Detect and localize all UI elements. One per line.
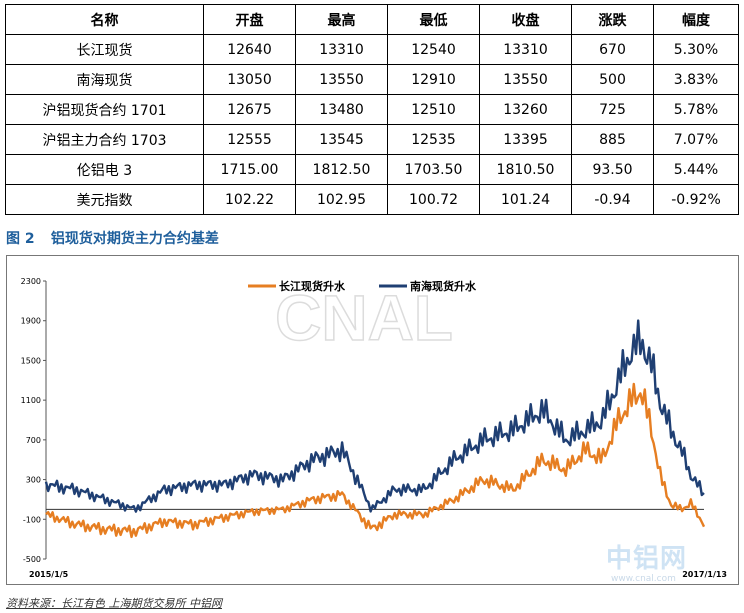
- table-cell: 102.22: [203, 184, 296, 215]
- table-cell: 1812.50: [295, 154, 388, 185]
- basis-line-chart: CNAL 2300 1900 1500 1100 700 300 -100 -500 2015/…: [21, 277, 727, 579]
- row-label: 沪铝主力合约 1703: [5, 124, 204, 155]
- table-cell: 13395: [479, 124, 572, 155]
- watermark-cn: 中铝网: [606, 544, 688, 574]
- table-row: 南海现货 13050 13550 12910 13550 500 3.83%: [5, 64, 739, 95]
- y-tick-label: -500: [23, 555, 41, 564]
- x-tick-label-start: 2015/1/5: [29, 570, 69, 579]
- table-cell: 3.83%: [653, 64, 739, 95]
- table-cell: 12910: [387, 64, 480, 95]
- table-cell: 12540: [387, 34, 480, 65]
- watermark-url: www.cnal.com: [611, 574, 676, 584]
- legend-label: 长江现货升水: [279, 279, 346, 293]
- table-cell: 101.24: [479, 184, 572, 215]
- header-close: 收盘: [479, 4, 572, 35]
- table-cell: 670: [571, 34, 654, 65]
- table-cell: 93.50: [571, 154, 654, 185]
- table-cell: 500: [571, 64, 654, 95]
- table-cell: 13260: [479, 94, 572, 125]
- chart-frame: [6, 255, 739, 585]
- table-cell: 7.07%: [653, 124, 739, 155]
- table-cell: -0.94: [571, 184, 654, 215]
- row-label: 伦铝电 3: [5, 154, 204, 185]
- y-tick-label: 1900: [21, 317, 41, 326]
- y-tick-label: -100: [23, 515, 41, 524]
- series-line-nanhai: [44, 319, 705, 513]
- source-note: 资料来源：长江有色 上海期货交易所 中铝网: [6, 597, 222, 610]
- table-cell: 12510: [387, 94, 480, 125]
- table-cell: 13310: [479, 34, 572, 65]
- y-tick-label: 2300: [21, 277, 41, 286]
- table-cell: 13480: [295, 94, 388, 125]
- row-label: 南海现货: [5, 64, 204, 95]
- legend-label: 南海现货升水: [410, 279, 477, 293]
- table-row: 美元指数 102.22 102.95 100.72 101.24 -0.94 -0.92%: [5, 184, 739, 215]
- header-pct: 幅度: [653, 4, 739, 35]
- table-cell: 12675: [203, 94, 296, 125]
- table-row: 伦铝电 3 1715.00 1812.50 1703.50 1810.50 93.50 5.…: [5, 154, 739, 185]
- table-cell: 1715.00: [203, 154, 296, 185]
- header-open: 开盘: [203, 4, 296, 35]
- header-low: 最低: [387, 4, 480, 35]
- table-cell: 885: [571, 124, 654, 155]
- table-cell: 102.95: [295, 184, 388, 215]
- table-cell: 13550: [295, 64, 388, 95]
- header-name: 名称: [5, 4, 204, 35]
- quotes-table: 名称 开盘 最高 最低 收盘 涨跌 幅度 长江现货 12640 13310 12540…: [5, 4, 739, 215]
- row-label: 长江现货: [5, 34, 204, 65]
- table-cell: 100.72: [387, 184, 480, 215]
- x-tick-label-end: 2017/1/13: [682, 570, 727, 579]
- series-line-changjiang: [45, 382, 706, 539]
- figure-title: 铝现货对期货主力合约基差: [50, 231, 219, 247]
- y-tick-label: 700: [26, 436, 41, 445]
- y-tick-label: 1500: [21, 356, 41, 365]
- y-tick-label: 1100: [21, 396, 41, 405]
- row-label: 沪铝现货合约 1701: [5, 94, 204, 125]
- table-cell: 12535: [387, 124, 480, 155]
- y-tick-label: 300: [26, 476, 41, 485]
- table-row: 沪铝现货合约 1701 12675 13480 12510 13260 725 5.78%: [5, 94, 739, 125]
- figure-caption: 图 2 铝现货对期货主力合约基差: [6, 228, 219, 248]
- table-cell: 12555: [203, 124, 296, 155]
- table-cell: 725: [571, 94, 654, 125]
- header-change: 涨跌: [571, 4, 654, 35]
- table-cell: 1703.50: [387, 154, 480, 185]
- table-cell: 13550: [479, 64, 572, 95]
- table-cell: 13050: [203, 64, 296, 95]
- table-cell: 12640: [203, 34, 296, 65]
- table-cell: 5.30%: [653, 34, 739, 65]
- table-cell: 5.78%: [653, 94, 739, 125]
- row-label: 美元指数: [5, 184, 204, 215]
- table-row: 沪铝主力合约 1703 12555 13545 12535 13395 885 7.07%: [5, 124, 739, 155]
- table-cell: -0.92%: [653, 184, 739, 215]
- table-cell: 1810.50: [479, 154, 572, 185]
- table-cell: 5.44%: [653, 154, 739, 185]
- table-header-row: 名称 开盘 最高 最低 收盘 涨跌 幅度: [5, 4, 739, 35]
- header-high: 最高: [295, 4, 388, 35]
- figure-number: 图 2: [6, 231, 35, 247]
- watermark-logo: CNAL: [275, 282, 453, 354]
- table-cell: 13310: [295, 34, 388, 65]
- table-row: 长江现货 12640 13310 12540 13310 670 5.30%: [5, 34, 739, 65]
- table-cell: 13545: [295, 124, 388, 155]
